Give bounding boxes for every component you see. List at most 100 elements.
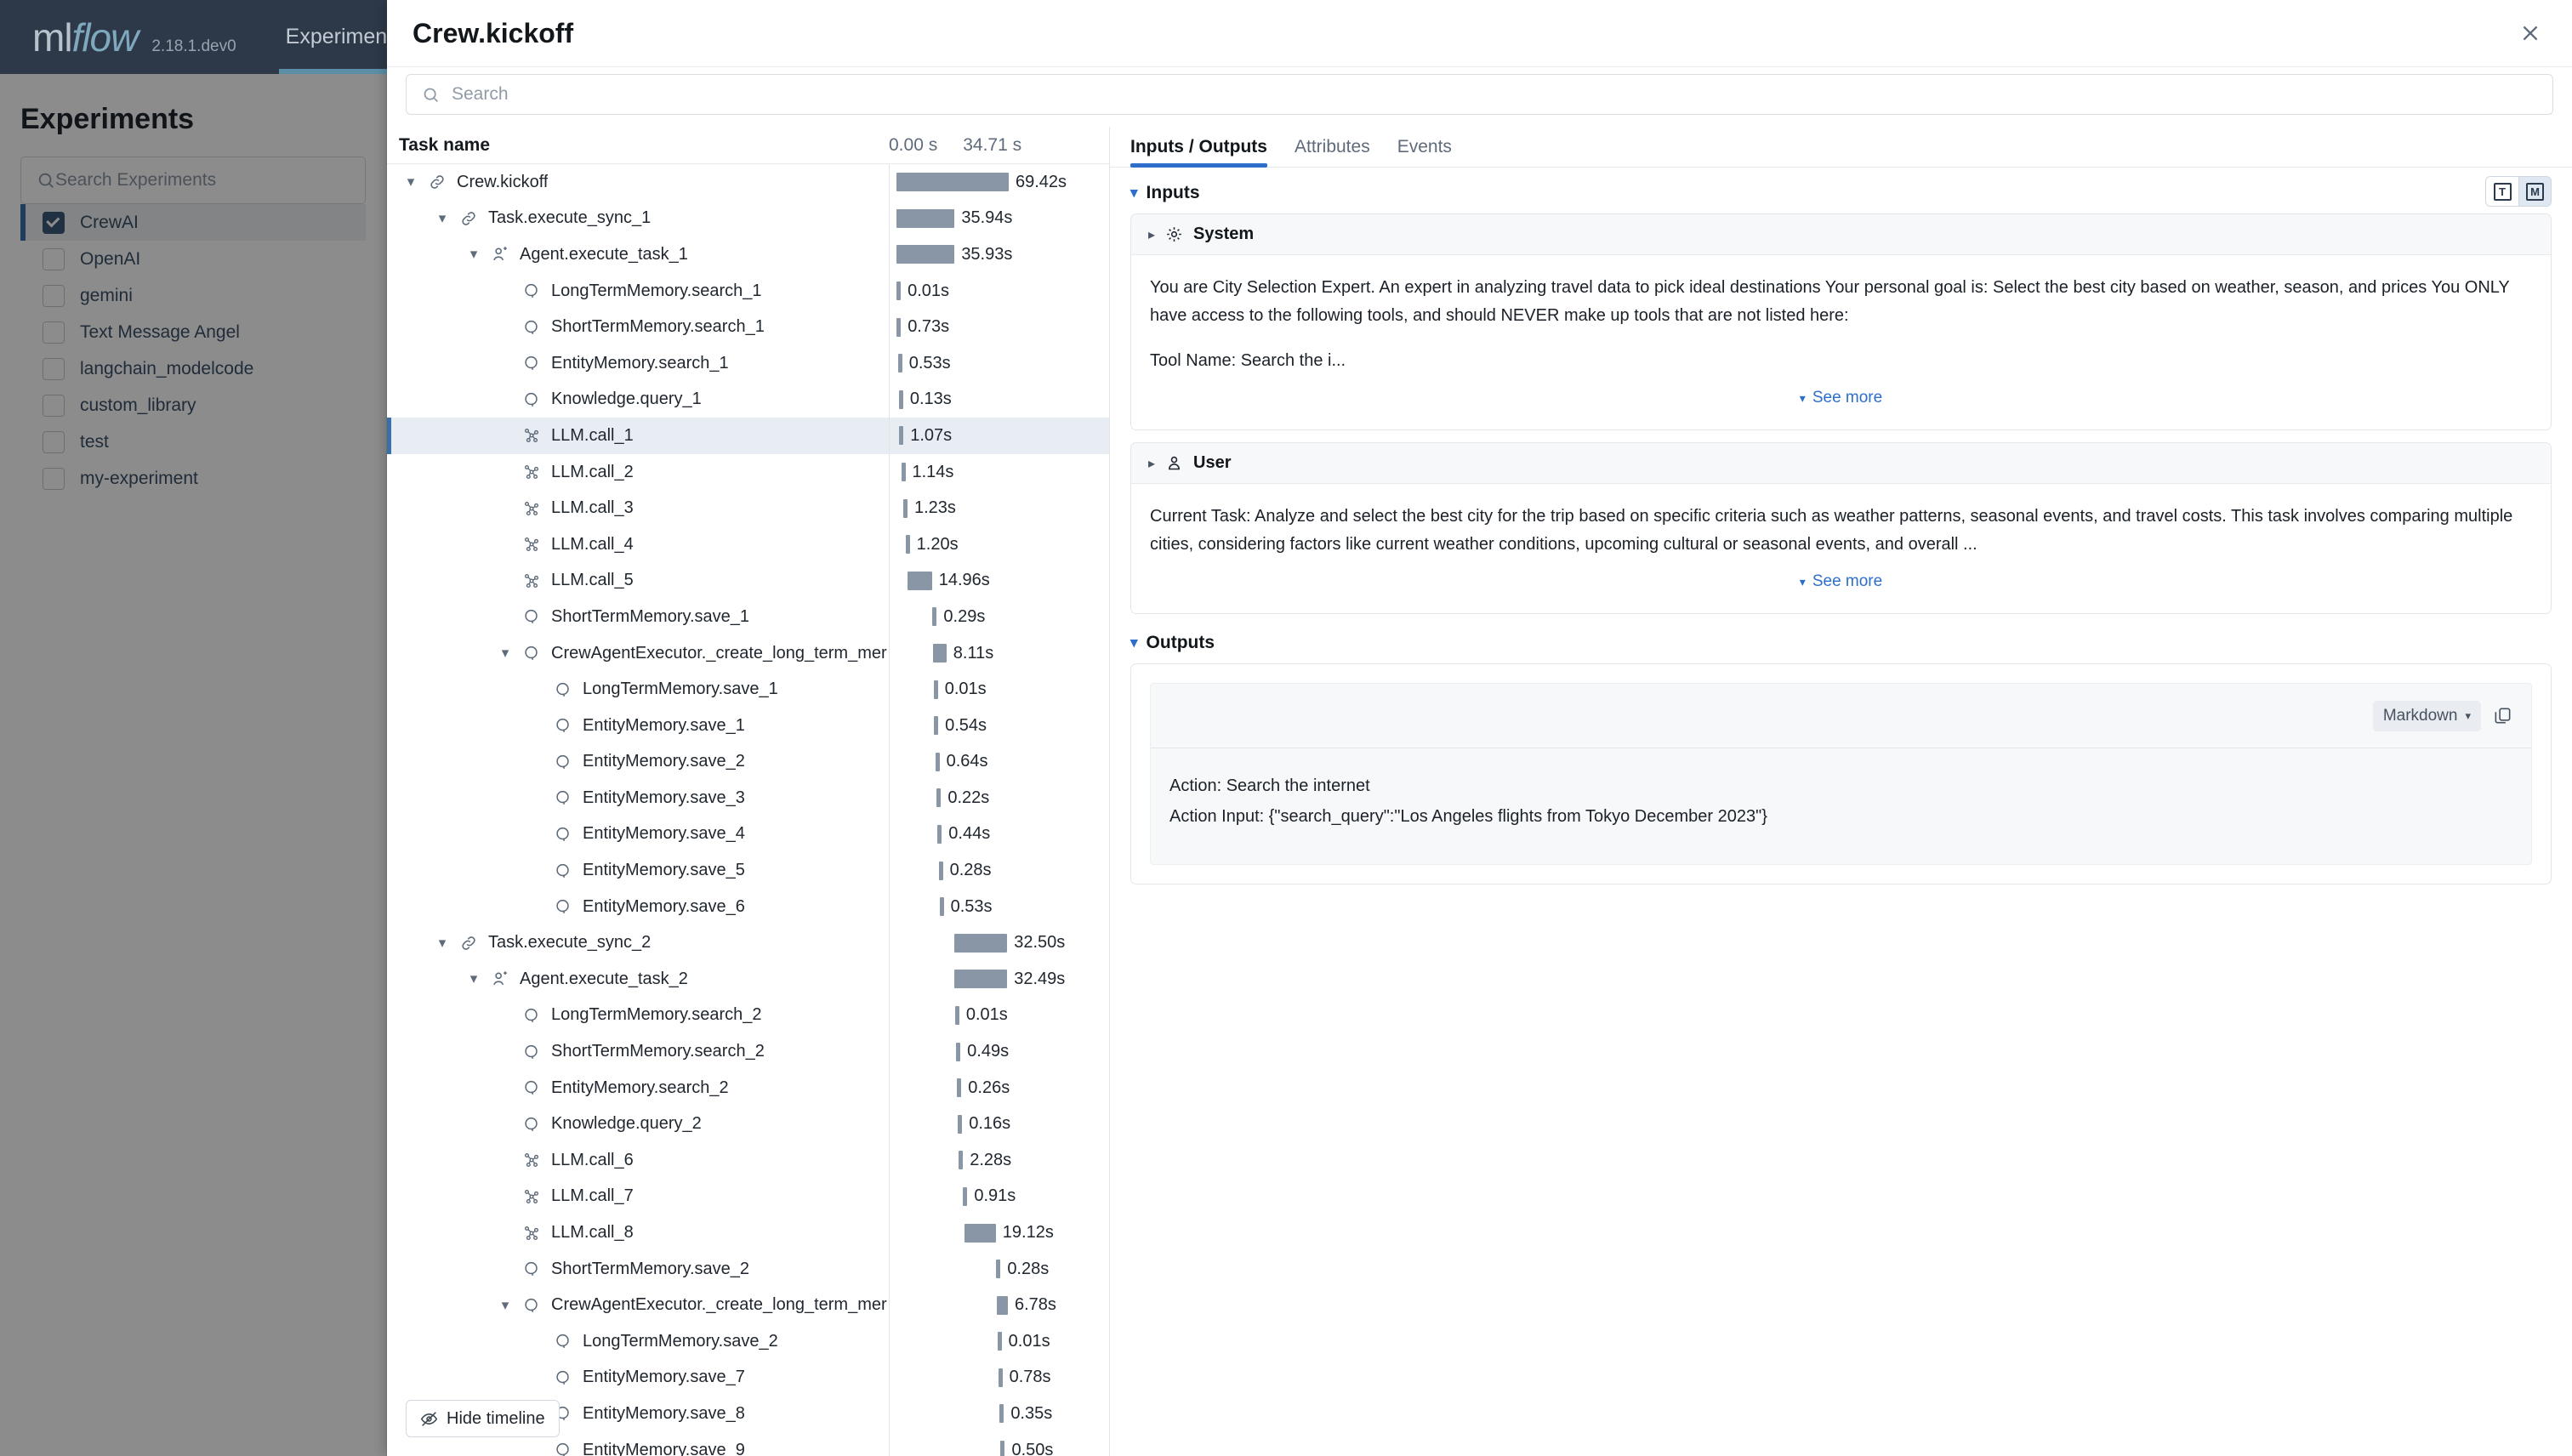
table-row[interactable]: EntityMemory.save_7 0.78s	[387, 1359, 1109, 1396]
table-row[interactable]: LLM.call_5 14.96s	[387, 562, 1109, 600]
experiment-checkbox[interactable]	[43, 394, 65, 417]
experiment-checkbox[interactable]	[43, 357, 65, 380]
sidebar-item-test[interactable]: test	[20, 424, 366, 460]
sidebar-item-langchain-modelcode[interactable]: langchain_modelcode	[20, 350, 366, 387]
tab-attributes[interactable]: Attributes	[1294, 137, 1370, 156]
chevron-down-icon[interactable]: ▾	[469, 246, 478, 263]
span-name-cell: EntityMemory.save_3	[387, 788, 889, 808]
table-row[interactable]: EntityMemory.search_1 0.53s	[387, 344, 1109, 382]
table-row[interactable]: ▾ Crew.kickoff 69.42s	[387, 164, 1109, 201]
markdown-view-button[interactable]: M	[2518, 177, 2551, 206]
table-row[interactable]: LongTermMemory.search_2 0.01s	[387, 997, 1109, 1034]
duration-bar	[934, 716, 939, 736]
table-row[interactable]: LLM.call_7 0.91s	[387, 1178, 1109, 1215]
trace-search-input[interactable]: Search	[406, 74, 2553, 115]
span-name-label: EntityMemory.save_5	[583, 861, 745, 880]
table-row[interactable]: EntityMemory.save_5 0.28s	[387, 852, 1109, 889]
table-row[interactable]: LongTermMemory.save_1 0.01s	[387, 671, 1109, 708]
sidebar-item-my-experiment[interactable]: my-experiment	[20, 460, 366, 497]
tab-inputs-outputs[interactable]: Inputs / Outputs	[1130, 137, 1267, 168]
duration-bar-cell: 0.01s	[889, 997, 1109, 1034]
table-row[interactable]: EntityMemory.save_1 0.54s	[387, 707, 1109, 744]
message-role-header[interactable]: ▸ User	[1131, 443, 2551, 484]
see-more-button[interactable]: ▾ See more	[1150, 559, 2532, 606]
output-inner: Markdown ▾ Action: Search the internet Ac…	[1150, 683, 2532, 865]
table-row[interactable]: LLM.call_4 1.20s	[387, 526, 1109, 563]
mlflow-logo[interactable]: mlflow 2.18.1.dev0	[32, 18, 236, 57]
table-row[interactable]: LLM.call_2 1.14s	[387, 453, 1109, 491]
chevron-down-icon[interactable]: ▾	[438, 934, 447, 951]
duration-label: 0.22s	[947, 788, 990, 807]
output-format-select[interactable]: Markdown ▾	[2372, 700, 2481, 731]
table-row[interactable]: LLM.call_3 1.23s	[387, 490, 1109, 526]
table-row[interactable]: EntityMemory.save_6 0.53s	[387, 888, 1109, 925]
table-row[interactable]: Knowledge.query_1 0.13s	[387, 381, 1109, 418]
span-name-cell: ▾ CrewAgentExecutor._create_long_term_mer	[387, 644, 889, 663]
table-row[interactable]: ▾ Agent.execute_task_1 35.93s	[387, 236, 1109, 273]
timeline-pane: Task name 0.00 s 34.71 s ▾ Crew.kickoff 69…	[387, 127, 1110, 1456]
message-role-header[interactable]: ▸ System	[1131, 214, 2551, 255]
outputs-section-header[interactable]: ▾ Outputs	[1130, 633, 2552, 653]
chevron-down-icon[interactable]: ▾	[438, 209, 447, 226]
table-row[interactable]: LLM.call_6 2.28s	[387, 1142, 1109, 1179]
sidebar-item-openai[interactable]: OpenAI	[20, 241, 366, 277]
close-icon[interactable]	[2511, 14, 2550, 53]
table-row[interactable]: ShortTermMemory.save_1 0.29s	[387, 599, 1109, 635]
span-name-label: LLM.call_4	[551, 534, 634, 554]
chain-icon	[454, 209, 483, 228]
experiment-checkbox[interactable]	[43, 467, 65, 490]
table-row[interactable]: ▾ Task.execute_sync_1 35.94s	[387, 200, 1109, 237]
experiment-checkbox[interactable]	[43, 321, 65, 344]
chevron-down-icon[interactable]: ▾	[501, 1296, 509, 1313]
inputs-section-header[interactable]: ▾ Inputs	[1130, 183, 2552, 203]
table-row[interactable]: ▾ CrewAgentExecutor._create_long_term_mer…	[387, 1287, 1109, 1323]
sidebar-item-custom-library[interactable]: custom_library	[20, 387, 366, 424]
see-more-button[interactable]: ▾ See more	[1150, 375, 2532, 423]
span-name-cell: EntityMemory.save_1	[387, 716, 889, 736]
chevron-down-icon[interactable]: ▾	[501, 645, 509, 662]
sidebar-item-crewai[interactable]: CrewAI	[20, 204, 366, 241]
trace-search-row: Search	[387, 66, 2572, 127]
sidebar-item-text-message-angel[interactable]: Text Message Angel	[20, 314, 366, 350]
llm-icon	[517, 535, 546, 554]
experiment-checkbox[interactable]	[43, 430, 65, 453]
span-name-cell: ShortTermMemory.save_2	[387, 1260, 889, 1279]
table-row[interactable]: ▾ Task.execute_sync_2 32.50s	[387, 924, 1109, 962]
table-row[interactable]: ShortTermMemory.search_1 0.73s	[387, 309, 1109, 345]
table-row[interactable]: EntityMemory.save_8 0.35s	[387, 1396, 1109, 1432]
table-row[interactable]: ▾ Agent.execute_task_2 32.49s	[387, 961, 1109, 998]
nav-tab-experiments[interactable]: Experiments	[278, 0, 411, 74]
text-view-button[interactable]: T	[2486, 177, 2518, 206]
table-row[interactable]: ShortTermMemory.search_2 0.49s	[387, 1033, 1109, 1070]
duration-bar	[902, 498, 908, 518]
experiment-checkbox[interactable]	[43, 211, 65, 234]
copy-button[interactable]	[2493, 706, 2512, 725]
table-row[interactable]: LLM.call_8 19.12s	[387, 1214, 1109, 1251]
table-row[interactable]: EntityMemory.save_2 0.64s	[387, 743, 1109, 781]
tab-events[interactable]: Events	[1397, 137, 1452, 156]
table-row[interactable]: ▾ CrewAgentExecutor._create_long_term_mer…	[387, 634, 1109, 672]
experiment-search-input[interactable]: Search Experiments	[20, 156, 366, 204]
span-name-cell: EntityMemory.save_6	[387, 897, 889, 917]
span-name-cell: EntityMemory.save_2	[387, 752, 889, 771]
table-row[interactable]: LLM.call_1 1.07s	[387, 418, 1109, 454]
table-row[interactable]: LongTermMemory.save_2 0.01s	[387, 1323, 1109, 1360]
table-row[interactable]: EntityMemory.save_3 0.22s	[387, 780, 1109, 816]
table-row[interactable]: EntityMemory.save_4 0.44s	[387, 816, 1109, 853]
table-row[interactable]: EntityMemory.search_2 0.26s	[387, 1069, 1109, 1106]
duration-bar	[905, 535, 910, 555]
duration-bar	[939, 897, 944, 917]
table-row[interactable]: LongTermMemory.search_1 0.01s	[387, 272, 1109, 310]
table-row[interactable]: EntityMemory.save_9 0.50s	[387, 1431, 1109, 1456]
chevron-down-icon[interactable]: ▾	[469, 970, 478, 987]
hide-timeline-button[interactable]: Hide timeline	[406, 1400, 560, 1437]
sidebar-item-gemini[interactable]: gemini	[20, 277, 366, 314]
chevron-down-icon[interactable]: ▾	[407, 173, 415, 191]
table-row[interactable]: ShortTermMemory.save_2 0.28s	[387, 1250, 1109, 1288]
experiment-checkbox[interactable]	[43, 284, 65, 307]
duration-label: 0.29s	[943, 606, 986, 626]
duration-bar-cell: 0.64s	[889, 743, 1109, 781]
query-icon	[549, 716, 578, 735]
table-row[interactable]: Knowledge.query_2 0.16s	[387, 1106, 1109, 1143]
experiment-checkbox[interactable]	[43, 247, 65, 270]
